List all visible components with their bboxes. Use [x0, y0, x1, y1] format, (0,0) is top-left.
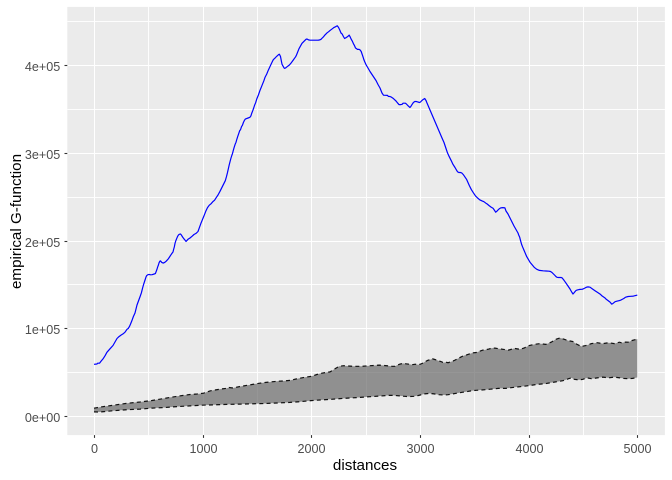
svg-text:empirical G-function: empirical G-function	[8, 154, 25, 289]
svg-text:4e+05: 4e+05	[25, 60, 60, 74]
svg-text:2000: 2000	[297, 442, 325, 456]
svg-text:4000: 4000	[515, 442, 543, 456]
svg-text:distances: distances	[333, 457, 398, 474]
svg-text:1e+05: 1e+05	[25, 323, 60, 337]
svg-text:0e+00: 0e+00	[25, 411, 60, 425]
svg-text:2e+05: 2e+05	[25, 236, 60, 250]
svg-text:0: 0	[91, 442, 98, 456]
svg-text:1000: 1000	[189, 442, 217, 456]
svg-text:3e+05: 3e+05	[25, 148, 60, 162]
svg-text:5000: 5000	[623, 442, 651, 456]
svg-text:3000: 3000	[406, 442, 434, 456]
